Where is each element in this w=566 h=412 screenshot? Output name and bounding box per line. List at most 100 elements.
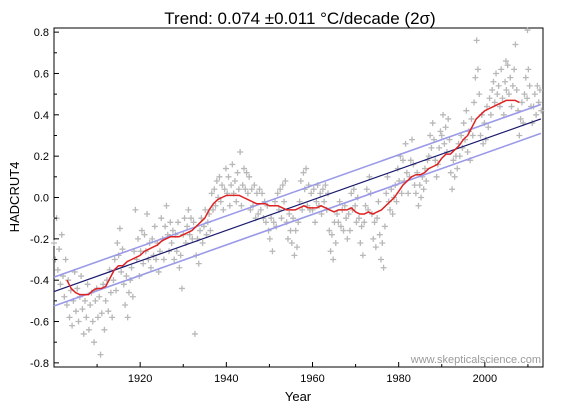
scatter-point xyxy=(525,66,532,73)
scatter-point xyxy=(240,165,247,172)
scatter-point xyxy=(74,285,81,292)
trend-line-group xyxy=(53,118,542,293)
scatter-point xyxy=(89,318,96,325)
scatter-point xyxy=(441,140,448,147)
scatter-point xyxy=(228,182,235,189)
scatter-point xyxy=(153,256,160,263)
scatter-point xyxy=(282,177,289,184)
scatter-point xyxy=(317,190,324,197)
scatter-point xyxy=(374,215,381,222)
scatter-point xyxy=(450,157,457,164)
scatter-point xyxy=(521,91,528,98)
y-tick-label: 0.2 xyxy=(34,151,49,163)
scatter-point xyxy=(237,149,244,156)
scatter-point xyxy=(449,186,456,193)
scatter-point xyxy=(216,173,223,180)
scatter-point xyxy=(137,248,144,255)
scatter-point xyxy=(378,256,385,263)
scatter-point xyxy=(132,206,139,213)
scatter-point xyxy=(380,264,387,271)
scatter-point xyxy=(274,190,281,197)
scatter-point xyxy=(279,182,286,189)
scatter-point xyxy=(85,326,92,333)
scatter-point xyxy=(151,223,158,230)
scatter-point xyxy=(308,190,315,197)
scatter-point xyxy=(393,198,400,205)
scatter-point xyxy=(229,161,236,168)
scatter-point xyxy=(123,273,130,280)
scatter-point xyxy=(211,186,218,193)
y-tick-label: 0.6 xyxy=(34,68,49,80)
scatter-point xyxy=(337,223,344,230)
scatter-point xyxy=(221,186,228,193)
smoothed-line-group xyxy=(66,99,520,296)
scatter-point xyxy=(83,314,90,321)
watermark-text: www.skepticalscience.com xyxy=(410,354,541,366)
scatter-point xyxy=(244,190,251,197)
scatter-point xyxy=(463,107,470,114)
scatter-point xyxy=(330,256,337,263)
scatter-point xyxy=(169,227,176,234)
scatter-point xyxy=(418,194,425,201)
scatter-point xyxy=(432,157,439,164)
scatter-point xyxy=(259,190,266,197)
scatter-point xyxy=(503,87,510,94)
scatter-point xyxy=(253,190,260,197)
scatter-point xyxy=(160,256,167,263)
scatter-point xyxy=(524,27,531,34)
scatter-point xyxy=(421,165,428,172)
scatter-point xyxy=(375,198,382,205)
scatter-point xyxy=(281,198,288,205)
scatter-point xyxy=(51,239,57,246)
scatter-point xyxy=(109,314,116,321)
scatter-point xyxy=(303,165,310,172)
scatter-point xyxy=(202,206,209,213)
scatter-point xyxy=(353,219,360,226)
scatter-point xyxy=(111,256,118,263)
scatter-point xyxy=(321,198,328,205)
scatter-point xyxy=(119,246,126,253)
scatter-point xyxy=(346,227,353,234)
trend-bands xyxy=(53,103,542,307)
scatter-point xyxy=(487,111,494,118)
scatter-point xyxy=(486,95,493,102)
scatter-point xyxy=(84,281,91,288)
scatter-point xyxy=(100,281,107,288)
scatter-point xyxy=(246,173,253,180)
scatter-point xyxy=(188,215,195,222)
scatter-point xyxy=(485,124,492,131)
scatter-point xyxy=(341,202,348,209)
scatter-point xyxy=(366,173,373,180)
scatter-point xyxy=(534,82,541,89)
scatter-point xyxy=(97,351,104,358)
scatter-point xyxy=(312,219,319,226)
scatter-point xyxy=(233,198,240,205)
scatter-point xyxy=(177,252,184,259)
scatter-point xyxy=(222,165,229,172)
scatter-point xyxy=(277,186,284,193)
scatter-point xyxy=(167,219,174,226)
scatter-point xyxy=(336,198,343,205)
scatter-point xyxy=(110,277,117,284)
scatter-point xyxy=(383,190,390,197)
scatter-point xyxy=(173,248,180,255)
scatter-point xyxy=(138,227,145,234)
scatter-point xyxy=(184,223,191,230)
scatter-point xyxy=(120,281,127,288)
scatter-point xyxy=(348,190,355,197)
scatter-point xyxy=(291,252,298,259)
scatter-point xyxy=(319,186,326,193)
scatter-point xyxy=(345,211,352,218)
scatter-point xyxy=(526,82,533,89)
scatter-point xyxy=(300,169,307,176)
scatter-point xyxy=(405,190,412,197)
scatter-point xyxy=(288,239,295,246)
scatter-point xyxy=(107,289,114,296)
x-axis-ticks: 1920 1940 1960 1980 2000 xyxy=(96,362,529,385)
scatter-point xyxy=(518,99,525,106)
scatter-point xyxy=(468,115,475,122)
scatter-point xyxy=(128,264,135,271)
scatter-point xyxy=(384,173,391,180)
scatter-point xyxy=(440,111,447,118)
scatter-point xyxy=(268,215,275,222)
